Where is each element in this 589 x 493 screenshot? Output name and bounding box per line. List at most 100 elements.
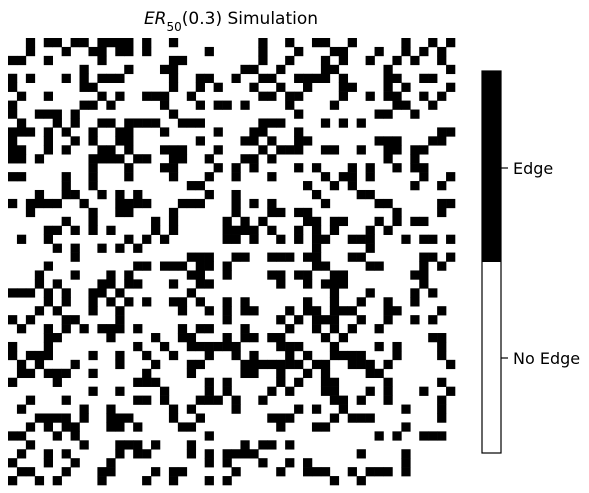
matrix-cell-edge — [267, 359, 277, 370]
matrix-cell-edge — [88, 216, 98, 227]
matrix-cell-edge — [249, 82, 259, 92]
matrix-cell-edge — [437, 261, 447, 271]
matrix-cell-edge — [25, 422, 36, 432]
matrix-cell-edge — [338, 118, 349, 128]
matrix-cell-edge — [365, 163, 375, 173]
matrix-cell-edge — [88, 207, 98, 218]
matrix-cell-edge — [97, 189, 107, 200]
matrix-cell-edge — [88, 297, 98, 307]
matrix-cell-edge — [276, 234, 286, 244]
matrix-cell-edge — [88, 82, 98, 92]
matrix-cell-edge — [177, 467, 188, 477]
matrix-cell-edge — [285, 350, 295, 361]
matrix-cell-edge — [195, 395, 205, 405]
matrix-cell-edge — [16, 359, 27, 370]
matrix-cell-edge — [446, 172, 456, 182]
matrix-cell-edge — [168, 350, 179, 361]
matrix-cell-edge — [115, 91, 125, 101]
matrix-cell-edge — [106, 297, 116, 307]
matrix-cell-edge — [410, 288, 420, 298]
matrix-cell-edge — [204, 431, 214, 441]
matrix-cell-edge — [124, 64, 134, 75]
matrix-cell-edge — [311, 359, 322, 370]
matrix-cell-edge — [43, 368, 53, 379]
matrix-cell-edge — [311, 315, 322, 325]
matrix-cell-edge — [338, 306, 349, 316]
matrix-cell-edge — [115, 73, 125, 83]
matrix-cell-edge — [115, 440, 125, 450]
matrix-cell-edge — [383, 136, 393, 146]
matrix-cell-edge — [437, 377, 447, 387]
matrix-cell-edge — [294, 145, 304, 155]
matrix-cell-edge — [168, 38, 179, 48]
matrix-cell-edge — [437, 341, 447, 352]
matrix-cell-edge — [320, 377, 331, 387]
matrix-cell-edge — [168, 82, 179, 92]
matrix-cell-edge — [419, 216, 429, 227]
matrix-cell-edge — [258, 458, 268, 468]
matrix-cell-edge — [168, 172, 179, 182]
matrix-cell-edge — [195, 181, 205, 191]
matrix-cell-edge — [258, 359, 268, 370]
matrix-cell-edge — [61, 422, 71, 432]
matrix-cell-edge — [267, 270, 277, 280]
matrix-cell-edge — [97, 91, 107, 101]
matrix-cell-edge — [347, 163, 357, 173]
matrix-cell-edge — [186, 341, 197, 352]
matrix-cell-edge — [329, 476, 340, 486]
matrix-cell-edge — [115, 324, 125, 334]
matrix-cell-edge — [159, 100, 170, 110]
matrix-cell-edge — [8, 288, 18, 298]
matrix-cell-edge — [294, 359, 304, 370]
matrix-cell-edge — [88, 181, 98, 191]
matrix-cell-edge — [401, 404, 411, 414]
matrix-cell-edge — [61, 467, 71, 477]
matrix-cell-edge — [159, 163, 170, 173]
matrix-cell-edge — [106, 38, 116, 48]
matrix-cell-edge — [410, 55, 420, 66]
matrix-cell-edge — [320, 467, 331, 477]
matrix-cell-edge — [88, 288, 98, 298]
matrix-cell-edge — [34, 270, 45, 280]
matrix-cell-edge — [70, 38, 80, 48]
matrix-cell-edge — [276, 82, 286, 92]
matrix-cell-edge — [338, 216, 349, 227]
matrix-cell-edge — [338, 279, 349, 289]
matrix-cell-edge — [267, 198, 277, 209]
matrix-cell-edge — [52, 333, 62, 343]
matrix-cell-edge — [446, 198, 456, 209]
matrix-cell-edge — [186, 252, 197, 262]
matrix-cell-edge — [43, 38, 53, 48]
matrix-cell-edge — [151, 91, 161, 101]
matrix-cell-edge — [347, 413, 357, 423]
matrix-cell-edge — [61, 395, 71, 405]
matrix-cell-edge — [311, 467, 322, 477]
matrix-cell-edge — [320, 55, 331, 66]
matrix-cell-edge — [159, 341, 170, 352]
matrix-cell-edge — [258, 440, 268, 450]
matrix-cell-edge — [142, 38, 152, 48]
matrix-cell-edge — [168, 467, 179, 477]
matrix-cell-edge — [115, 449, 125, 459]
matrix-cell-edge — [52, 306, 62, 316]
matrix-cell-edge — [168, 73, 179, 83]
matrix-cell-edge — [329, 395, 340, 405]
matrix-cell-edge — [267, 225, 277, 235]
matrix-cell-edge — [338, 395, 349, 405]
matrix-cell-edge — [115, 315, 125, 325]
colorbar-edge-segment — [482, 71, 501, 262]
matrix-cell-edge — [25, 288, 36, 298]
matrix-cell-edge — [303, 297, 313, 307]
matrix-cell-edge — [195, 297, 205, 307]
matrix-cell-edge — [16, 449, 27, 459]
matrix-cell-edge — [249, 350, 259, 361]
matrix-cell-edge — [329, 350, 340, 361]
matrix-cell-edge — [240, 297, 250, 307]
matrix-cell-edge — [356, 234, 366, 244]
matrix-cell-edge — [43, 297, 53, 307]
matrix-cell-edge — [294, 109, 304, 119]
matrix-cell-edge — [437, 395, 447, 405]
matrix-cell-edge — [392, 145, 402, 155]
matrix-cell-edge — [142, 297, 152, 307]
matrix-cell-edge — [285, 55, 295, 66]
